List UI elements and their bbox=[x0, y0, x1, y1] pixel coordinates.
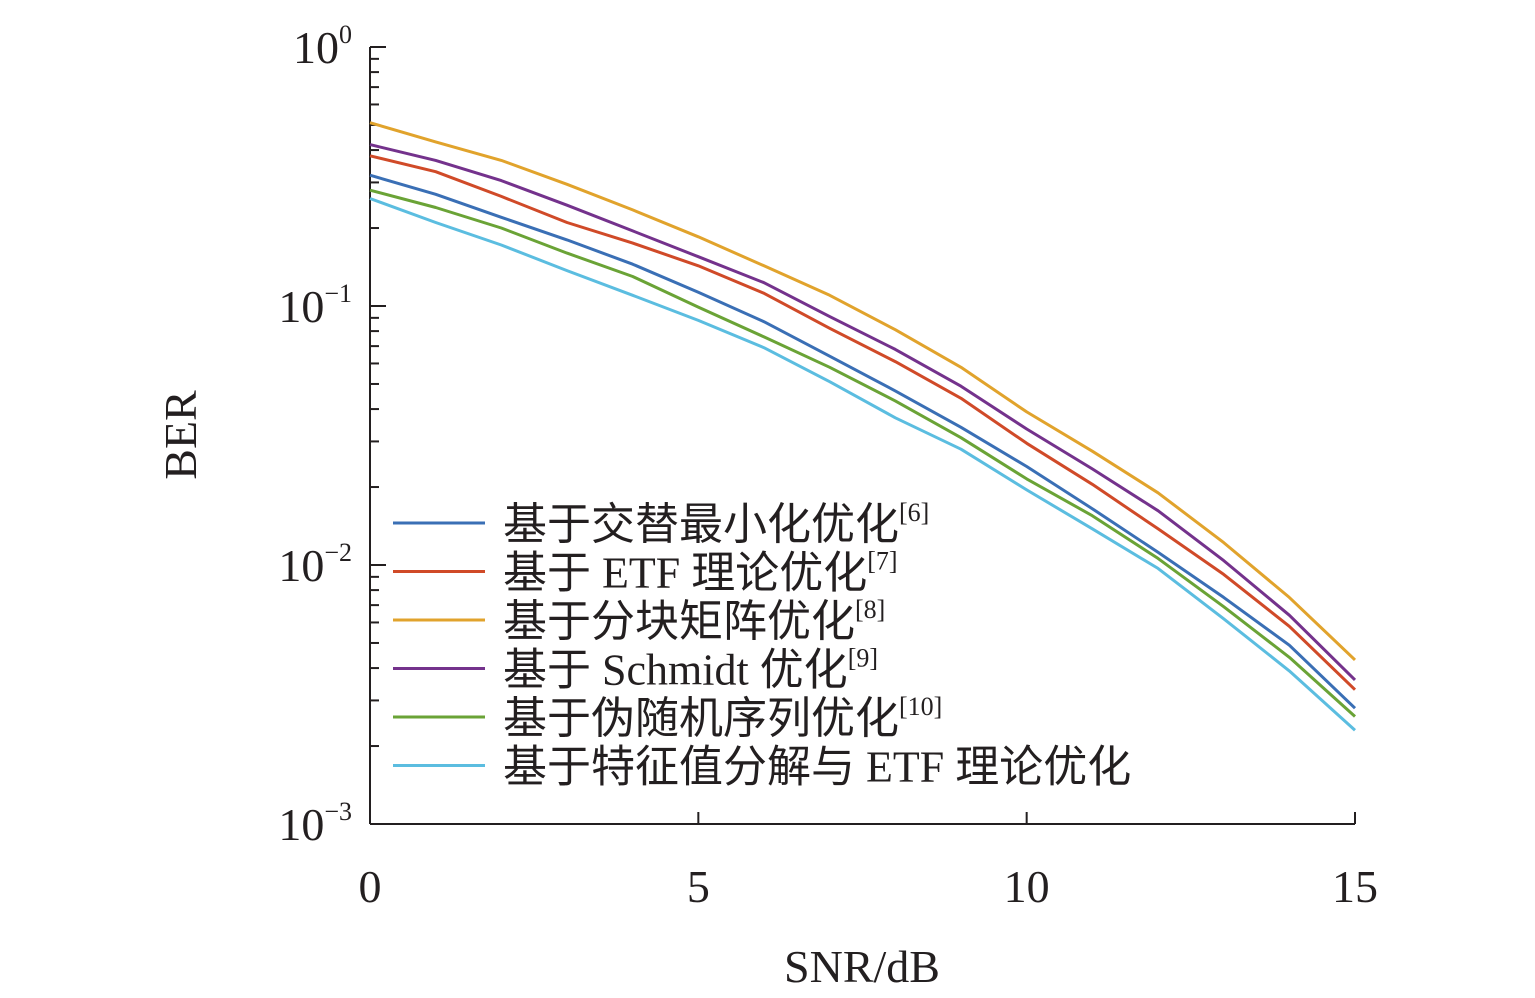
axes: 0 5 10 15 100 10−1 10−2 10−3 bbox=[278, 20, 1378, 912]
series-line bbox=[369, 121, 1357, 661]
x-tick-label: 5 bbox=[687, 861, 710, 912]
x-tick-label: 10 bbox=[1004, 861, 1050, 912]
y-tick-label: 10−1 bbox=[278, 279, 352, 332]
legend: 基于交替最小化优化[6]基于 ETF 理论优化[7]基于分块矩阵优化[8]基于 … bbox=[393, 498, 1131, 792]
series-lines bbox=[369, 121, 1357, 732]
legend-label: 基于特征值分解与 ETF 理论优化 bbox=[503, 743, 1131, 792]
legend-label: 基于分块矩阵优化[8] bbox=[503, 595, 885, 646]
y-tick-label: 10−3 bbox=[278, 797, 352, 850]
y-axis-label: BER bbox=[155, 390, 206, 480]
y-tick-label: 10−2 bbox=[278, 538, 352, 591]
series-line bbox=[369, 143, 1357, 681]
legend-label: 基于 ETF 理论优化[7] bbox=[503, 547, 898, 598]
series-line bbox=[369, 154, 1357, 691]
legend-label: 基于伪随机序列优化[10] bbox=[503, 692, 942, 743]
x-axis-label: SNR/dB bbox=[784, 941, 940, 992]
x-tick-label: 15 bbox=[1332, 861, 1378, 912]
series-line bbox=[369, 197, 1357, 732]
y-tick-label: 100 bbox=[293, 20, 352, 73]
x-tick-label: 0 bbox=[359, 861, 382, 912]
legend-label: 基于交替最小化优化[6] bbox=[503, 498, 929, 549]
legend-label: 基于 Schmidt 优化[9] bbox=[503, 644, 878, 695]
series-line bbox=[369, 173, 1357, 710]
series-line bbox=[369, 188, 1357, 718]
